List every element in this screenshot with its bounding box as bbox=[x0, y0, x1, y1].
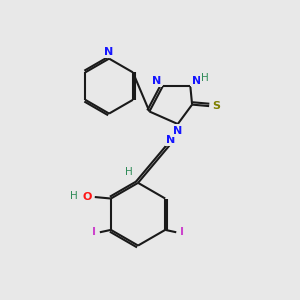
Text: N: N bbox=[166, 135, 176, 145]
Text: S: S bbox=[212, 101, 220, 111]
Text: N: N bbox=[104, 47, 114, 57]
Text: N: N bbox=[173, 126, 182, 136]
Text: I: I bbox=[92, 227, 96, 237]
Text: I: I bbox=[180, 227, 184, 237]
Text: H: H bbox=[201, 73, 209, 83]
Text: N: N bbox=[192, 76, 202, 86]
Text: H: H bbox=[125, 167, 133, 177]
Text: H: H bbox=[70, 190, 78, 200]
Text: N: N bbox=[152, 76, 161, 86]
Text: O: O bbox=[82, 192, 92, 202]
